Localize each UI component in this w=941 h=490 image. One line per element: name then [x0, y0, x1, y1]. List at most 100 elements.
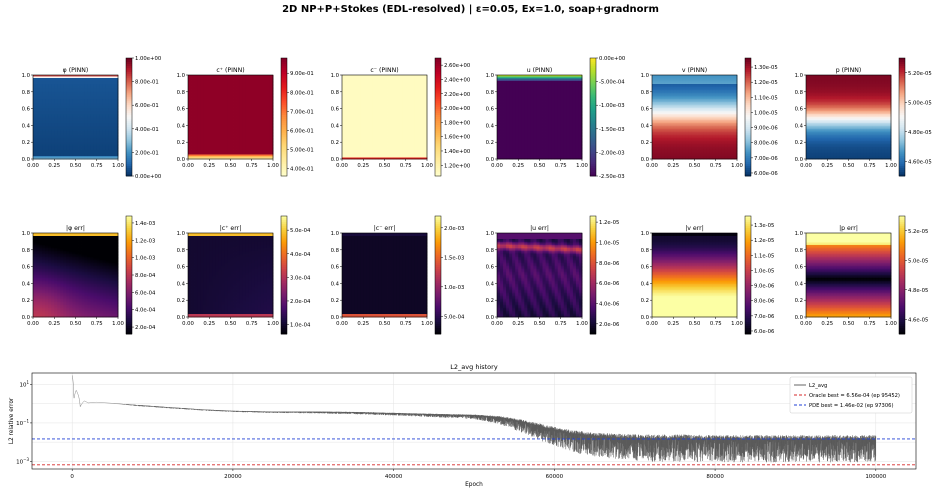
heatmap-cell	[260, 76, 265, 79]
heatmap-cell	[260, 102, 265, 104]
heatmap-cell	[78, 135, 82, 137]
heatmap-cell	[215, 96, 219, 98]
heatmap-cell	[194, 144, 198, 146]
heatmap-cell	[248, 154, 253, 157]
heatmap-cell	[48, 132, 52, 134]
colorbar-segment	[126, 109, 132, 112]
heatmap-cell	[402, 87, 407, 89]
heatmap-cell	[63, 82, 67, 85]
heatmap-cell	[191, 96, 195, 98]
heatmap-cell	[66, 82, 70, 85]
heatmap-cell	[342, 108, 346, 110]
heatmap-cell	[42, 150, 46, 152]
heatmap-cell	[381, 109, 385, 112]
heatmap-cell	[212, 76, 216, 79]
heatmap-cell	[414, 90, 419, 92]
heatmap-cell	[206, 123, 210, 125]
heatmap-cell	[218, 90, 222, 92]
y-tick-label: 0.0	[331, 157, 340, 163]
heatmap-cell	[423, 90, 428, 92]
heatmap-cell	[84, 145, 89, 148]
heatmap-cell	[63, 88, 67, 91]
heatmap-cell	[257, 108, 262, 110]
heatmap-cell	[105, 112, 110, 115]
heatmap-cell	[414, 115, 419, 118]
heatmap-cell	[411, 100, 416, 103]
heatmap-cell	[54, 130, 58, 133]
heatmap-cell	[90, 102, 95, 104]
heatmap-cell	[105, 132, 110, 134]
heatmap-cell	[420, 117, 425, 119]
heatmap-cell	[230, 132, 234, 134]
heatmap-cell	[215, 87, 219, 89]
heatmap-cell	[351, 76, 355, 79]
heatmap-cell	[203, 145, 207, 148]
heatmap-cell	[102, 109, 107, 112]
heatmap-cell	[218, 85, 222, 88]
heatmap-cell	[227, 120, 231, 122]
heatmap-cell	[212, 100, 216, 103]
heatmap-cell	[90, 88, 95, 91]
heatmap-cell	[36, 120, 40, 122]
heatmap-cell	[33, 88, 37, 91]
heatmap-cell	[224, 84, 228, 86]
heatmap-cell	[369, 81, 373, 83]
heatmap-cell	[239, 138, 244, 140]
heatmap-cell	[251, 132, 256, 134]
heatmap-cell	[251, 156, 256, 158]
heatmap-cell	[393, 121, 398, 124]
heatmap-cell	[387, 100, 391, 103]
heatmap-cell	[218, 108, 222, 110]
heatmap-cell	[203, 75, 207, 77]
heatmap-cell	[114, 147, 119, 149]
heatmap-cell	[63, 126, 67, 128]
heatmap-cell	[75, 150, 79, 152]
heatmap-cell	[72, 105, 76, 107]
heatmap-cell	[57, 78, 61, 80]
heatmap-cell	[105, 144, 110, 146]
heatmap-cell	[342, 100, 346, 103]
heatmap-cell	[239, 82, 244, 85]
heatmap-cell	[81, 154, 86, 157]
heatmap-cell	[36, 87, 40, 89]
heatmap-cell	[87, 93, 92, 95]
heatmap-cell	[54, 111, 58, 113]
heatmap-cell	[215, 103, 219, 106]
heatmap-cell	[230, 139, 234, 142]
heatmap-cell	[354, 118, 358, 121]
heatmap-cell	[206, 82, 210, 85]
heatmap-cell	[260, 121, 265, 124]
heatmap-cell	[206, 145, 210, 148]
colorbar-segment	[126, 61, 132, 65]
heatmap-cell	[81, 148, 86, 151]
heatmap-cell	[251, 136, 256, 139]
heatmap-cell	[87, 94, 92, 97]
heatmap-cell	[257, 94, 262, 97]
heatmap-cell	[66, 120, 70, 122]
heatmap-cell	[260, 106, 265, 109]
heatmap-cell	[111, 121, 116, 124]
heatmap-cell	[402, 90, 407, 92]
heatmap-cell	[375, 82, 379, 85]
heatmap-cell	[188, 102, 192, 104]
heatmap-cell	[84, 114, 89, 116]
heatmap-cell	[227, 102, 231, 104]
colorbar-segment	[281, 67, 287, 71]
heatmap-cell	[206, 151, 210, 154]
heatmap-cell	[45, 78, 49, 80]
heatmap-cell	[402, 96, 407, 98]
heatmap-cell	[218, 126, 222, 128]
heatmap-cell	[33, 78, 37, 80]
heatmap-cell	[60, 81, 64, 83]
heatmap-cell	[405, 82, 410, 85]
heatmap-cell	[384, 102, 388, 104]
heatmap-cell	[233, 157, 237, 160]
heatmap-cell	[378, 75, 382, 77]
heatmap-cell	[96, 132, 101, 134]
heatmap-cell	[105, 147, 110, 149]
heatmap-cell	[257, 129, 262, 131]
heatmap-cell	[224, 142, 228, 145]
heatmap-cell	[197, 102, 201, 104]
heatmap-cell	[408, 102, 413, 104]
heatmap-cell	[87, 82, 92, 85]
